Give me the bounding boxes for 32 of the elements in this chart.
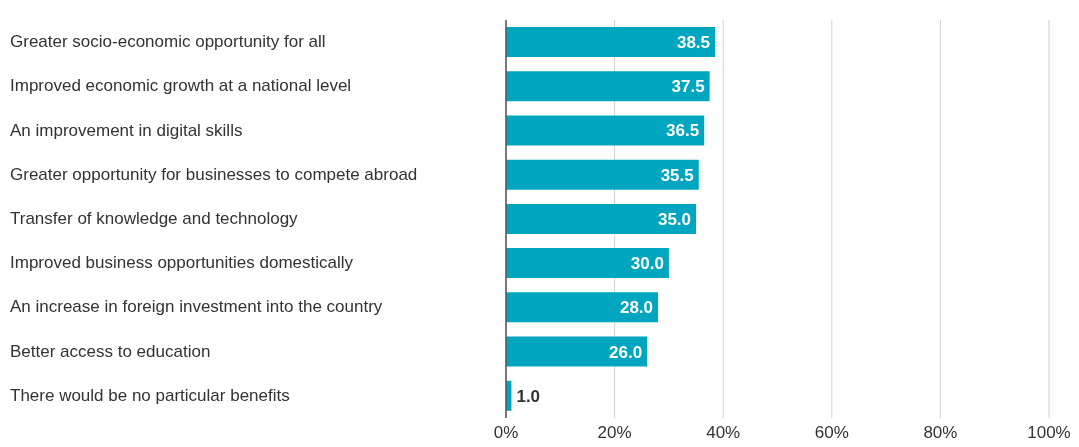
x-tick-label: 0% bbox=[493, 423, 519, 443]
bar bbox=[506, 159, 699, 190]
x-tick-label: 100% bbox=[1027, 423, 1071, 443]
data-label: 37.5 bbox=[671, 77, 705, 97]
y-tick-label: Improved economic growth at a national level bbox=[10, 76, 352, 96]
bar bbox=[506, 203, 697, 234]
data-label: 35.0 bbox=[657, 209, 692, 229]
y-tick-label: An improvement in digital skills bbox=[10, 120, 243, 140]
x-tick-label: 40% bbox=[706, 423, 741, 443]
data-label: 36.5 bbox=[666, 121, 700, 141]
data-label: 1.0 bbox=[516, 386, 541, 406]
data-label: 35.5 bbox=[660, 165, 694, 185]
bar bbox=[506, 248, 669, 279]
y-tick-label: There would be no particular benefits bbox=[10, 385, 290, 405]
data-label: 26.0 bbox=[609, 342, 643, 362]
bar bbox=[506, 71, 710, 102]
bar bbox=[506, 115, 705, 146]
data-label: 28.0 bbox=[619, 298, 654, 318]
bar bbox=[506, 336, 648, 367]
bar bbox=[506, 27, 716, 57]
x-tick-label: 60% bbox=[814, 423, 849, 443]
data-label: 30.0 bbox=[630, 254, 664, 274]
y-tick-label: Better access to education bbox=[10, 341, 211, 361]
y-tick-label: An increase in foreign investment into the country bbox=[10, 297, 383, 317]
x-tick-label: 80% bbox=[923, 423, 958, 443]
y-tick-label: Improved business opportunities domestically bbox=[10, 253, 354, 273]
x-tick-label: 20% bbox=[597, 423, 632, 443]
bar bbox=[506, 292, 659, 323]
y-tick-label: Greater socio-economic opportunity for all bbox=[10, 32, 326, 52]
data-label: 38.5 bbox=[676, 33, 711, 52]
y-tick-label: Greater opportunity for businesses to compete abroad bbox=[10, 164, 418, 184]
y-tick-label: Transfer of knowledge and technology bbox=[10, 209, 299, 228]
